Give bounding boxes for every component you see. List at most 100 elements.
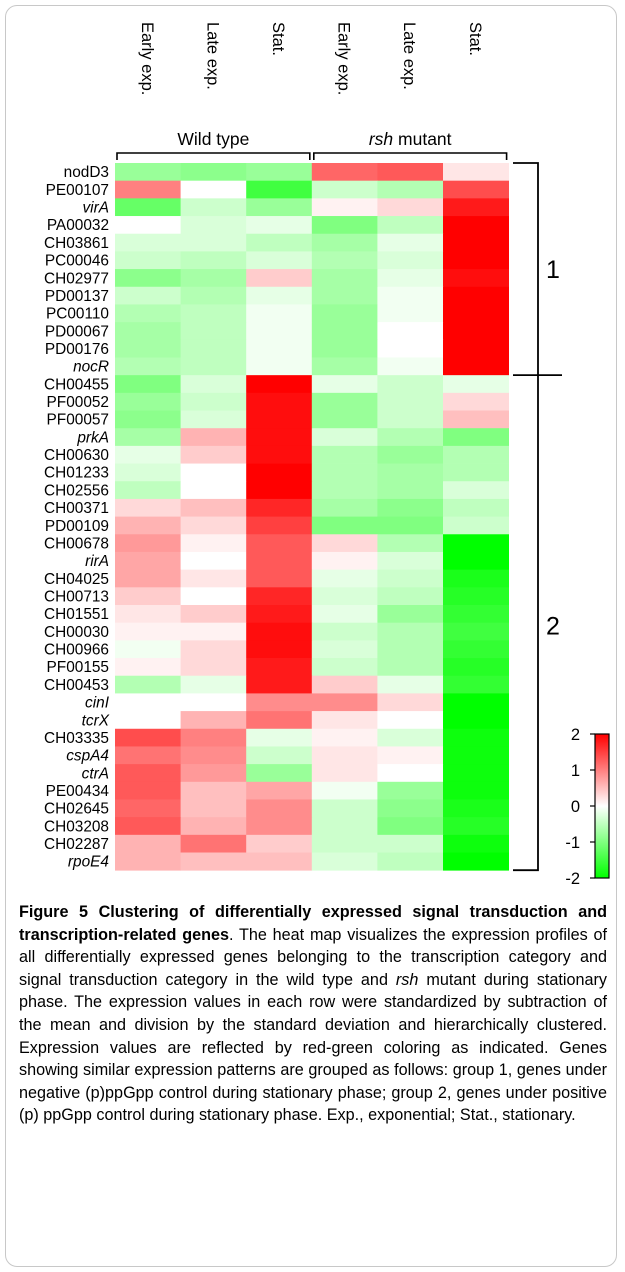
heatmap-cell bbox=[311, 498, 378, 517]
heatmap-cell bbox=[115, 605, 181, 624]
group-bracket bbox=[116, 152, 311, 160]
heatmap-cell bbox=[246, 569, 313, 588]
heatmap-cell bbox=[377, 587, 444, 606]
gene-label: rpoE4 bbox=[68, 854, 109, 871]
column-label: Late exp. bbox=[203, 22, 221, 90]
heatmap-cell bbox=[443, 728, 509, 747]
heatmap-cell bbox=[311, 357, 378, 376]
heatmap-cell bbox=[443, 781, 509, 800]
heatmap-cell bbox=[115, 375, 181, 394]
gene-label: CH01233 bbox=[44, 465, 109, 482]
gene-label: CH03335 bbox=[44, 730, 109, 747]
heatmap-cell bbox=[246, 463, 313, 482]
heatmap-cell bbox=[246, 163, 313, 182]
heatmap-cell bbox=[246, 445, 313, 464]
column-label: Stat. bbox=[466, 22, 484, 56]
gene-label: PE00434 bbox=[46, 783, 110, 800]
heatmap-cell bbox=[311, 233, 378, 252]
heatmap-cell bbox=[311, 605, 378, 624]
heatmap-cell bbox=[377, 375, 444, 394]
heatmap-cell bbox=[180, 410, 247, 429]
heatmap-cell bbox=[246, 605, 313, 624]
heatmap-cell bbox=[115, 764, 181, 783]
heatmap-cell bbox=[246, 410, 313, 429]
heatmap-cell bbox=[115, 693, 181, 712]
heatmap-cell bbox=[377, 834, 444, 853]
heatmap-cell bbox=[311, 428, 378, 447]
heatmap-cell bbox=[377, 781, 444, 800]
heatmap-cell bbox=[180, 198, 247, 217]
heatmap-cell bbox=[246, 269, 313, 288]
heatmap-cell bbox=[377, 269, 444, 288]
heatmap-cell bbox=[115, 622, 181, 641]
gene-label: CH02645 bbox=[44, 801, 109, 818]
heatmap-cell bbox=[311, 764, 378, 783]
heatmap-cell bbox=[377, 658, 444, 677]
heatmap-cell bbox=[443, 251, 509, 270]
gene-label: PF00155 bbox=[47, 659, 109, 676]
heatmap-cell bbox=[180, 834, 247, 853]
heatmap-cell bbox=[377, 852, 444, 871]
heatmap-cell bbox=[443, 304, 509, 323]
group-bracket bbox=[313, 152, 508, 160]
heatmap-cell bbox=[115, 675, 181, 694]
figure-caption: Figure 5 Clustering of differentially ex… bbox=[19, 901, 607, 1127]
row-labels: nodD3PE00107virAPA00032CH03861PC00046CH0… bbox=[44, 164, 110, 871]
heatmap-cell bbox=[246, 428, 313, 447]
colorbar-gradient bbox=[594, 733, 610, 879]
heatmap-cell bbox=[377, 357, 444, 376]
heatmap-cell bbox=[311, 675, 378, 694]
heatmap-cell bbox=[311, 852, 378, 871]
caption-title: Clustering of differentially expressed s… bbox=[19, 903, 608, 944]
heatmap-cell bbox=[246, 817, 313, 836]
gene-label: PF00052 bbox=[47, 394, 109, 411]
heatmap-cell bbox=[115, 357, 181, 376]
heatmap-cell bbox=[115, 286, 181, 305]
cluster-bracket bbox=[513, 162, 539, 872]
heatmap-cell bbox=[115, 817, 181, 836]
cluster-label: 2 bbox=[546, 613, 560, 641]
heatmap-cell bbox=[443, 339, 509, 358]
heatmap-cell bbox=[115, 551, 181, 571]
heatmap-cell bbox=[180, 445, 247, 464]
heatmap-cell bbox=[443, 445, 509, 464]
heatmap-cell bbox=[115, 269, 181, 288]
heatmap-cell bbox=[246, 658, 313, 677]
colorbar-tick-label: 0 bbox=[571, 798, 580, 816]
group-label: rsh mutant bbox=[369, 129, 452, 149]
heatmap-cell bbox=[311, 463, 378, 482]
heatmap-cell bbox=[246, 534, 313, 553]
gene-label: PE00107 bbox=[46, 182, 109, 199]
heatmap-cell bbox=[443, 481, 509, 500]
heatmap-cell bbox=[311, 445, 378, 464]
heatmap-cell bbox=[443, 675, 509, 694]
heatmap-cell bbox=[443, 587, 509, 606]
heatmap-cell bbox=[115, 339, 181, 358]
colorbar-tick-label: -1 bbox=[565, 834, 580, 852]
heatmap-cell bbox=[115, 834, 181, 853]
heatmap-cell bbox=[115, 233, 181, 252]
heatmap-cell bbox=[180, 799, 247, 818]
gene-label: cspA4 bbox=[66, 748, 109, 765]
heatmap-cell bbox=[180, 180, 247, 199]
heatmap-cell bbox=[180, 728, 247, 747]
gene-label: PD00137 bbox=[45, 288, 109, 305]
heatmap-cell bbox=[311, 269, 378, 288]
heatmap-cell bbox=[180, 463, 247, 482]
heatmap-cell bbox=[115, 216, 181, 235]
heatmap-cell bbox=[443, 693, 509, 712]
heatmap-cell bbox=[443, 605, 509, 624]
heatmap-cell bbox=[443, 322, 509, 341]
figure-frame bbox=[5, 5, 617, 1267]
gene-label: CH00678 bbox=[44, 535, 109, 552]
heatmap-cell bbox=[443, 622, 509, 641]
heatmap-cell bbox=[180, 357, 247, 376]
heatmap-cell bbox=[377, 198, 444, 217]
gene-label: PD00067 bbox=[45, 323, 109, 340]
heatmap-cell bbox=[311, 781, 378, 800]
heatmap-cell bbox=[377, 746, 444, 765]
heatmap-cell bbox=[246, 357, 313, 376]
heatmap-cell bbox=[377, 799, 444, 818]
gene-label: tcrX bbox=[82, 712, 110, 729]
heatmap-cell bbox=[115, 516, 181, 535]
